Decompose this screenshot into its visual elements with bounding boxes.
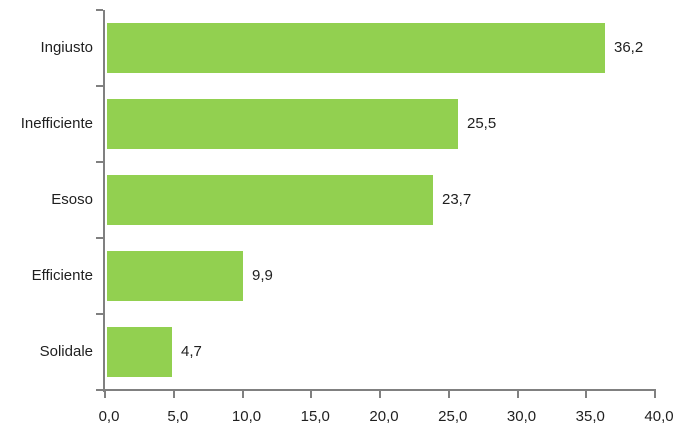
y-axis-tick [96, 389, 103, 391]
category-label-ingiusto: Ingiusto [40, 39, 93, 56]
value-label-solidale: 4,7 [181, 343, 202, 360]
x-tick-label-40-0: 40,0 [644, 408, 674, 425]
category-label-inefficiente: Inefficiente [20, 115, 93, 132]
x-tick-label-35-0: 35,0 [575, 408, 605, 425]
y-axis-tick [96, 9, 103, 11]
x-tick-label-5-0: 5,0 [167, 408, 189, 425]
x-axis-tick [310, 391, 313, 398]
x-axis-tick [172, 391, 175, 398]
x-axis-line [103, 389, 656, 391]
x-axis-tick [104, 391, 106, 398]
x-axis-tick [447, 391, 450, 398]
x-tick-label-25-0: 25,0 [438, 408, 468, 425]
bar-ingiusto [107, 23, 605, 73]
y-axis-tick [96, 85, 103, 87]
y-axis-tick [96, 313, 103, 315]
x-tick-label-10-0: 10,0 [231, 408, 262, 425]
x-tick-label-20-0: 20,0 [369, 408, 399, 425]
x-axis-tick [241, 391, 244, 398]
y-axis-tick [96, 161, 103, 163]
bar-efficiente [107, 251, 243, 301]
bar-inefficiente [107, 99, 458, 149]
value-label-ingiusto: 36,2 [614, 39, 644, 56]
value-label-esoso: 23,7 [442, 191, 472, 208]
x-axis-tick [516, 391, 519, 398]
category-label-esoso: Esoso [51, 191, 93, 208]
bar-solidale [107, 327, 172, 377]
x-axis-tick [585, 391, 588, 398]
bar-esoso [107, 175, 433, 225]
y-axis-tick [96, 237, 103, 239]
category-label-efficiente: Efficiente [31, 267, 93, 284]
value-label-efficiente: 9,9 [252, 267, 273, 284]
x-tick-label-0-0: 0,0 [98, 408, 120, 425]
value-label-inefficiente: 25,5 [467, 115, 497, 132]
x-axis-tick [379, 391, 381, 398]
y-axis-line [103, 10, 105, 392]
x-tick-label-15-0: 15,0 [300, 408, 330, 425]
category-label-solidale: Solidale [39, 343, 93, 360]
x-axis-tick [654, 391, 656, 398]
x-tick-label-30-0: 30,0 [506, 408, 537, 425]
